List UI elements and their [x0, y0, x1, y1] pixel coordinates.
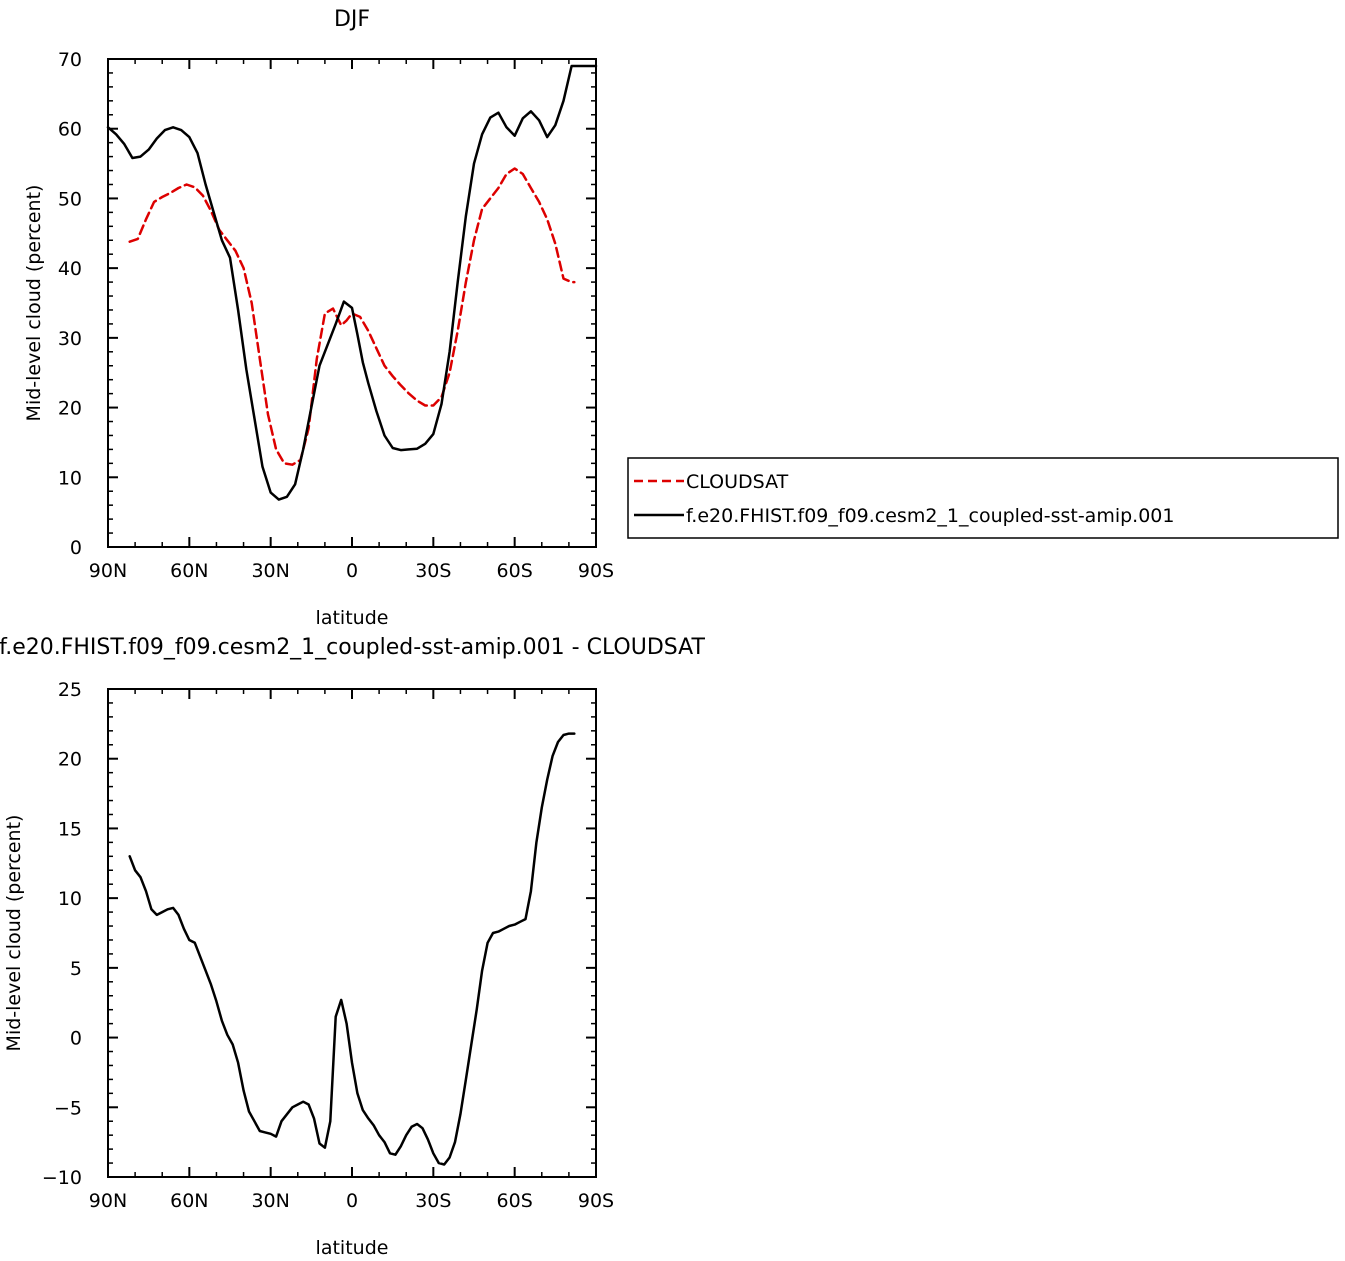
- y-tick-label: 10: [58, 467, 82, 489]
- x-tick-label: 90N: [89, 1190, 127, 1212]
- x-tick-label: 30S: [415, 1190, 451, 1212]
- x-tick-label: 0: [346, 1190, 358, 1212]
- x-tick-label: 60N: [170, 560, 208, 582]
- y-tick-label: 60: [58, 119, 82, 141]
- legend-cloudsat-label: CLOUDSAT: [686, 471, 789, 493]
- y-tick-label: 5: [70, 958, 82, 980]
- y-tick-label: 10: [58, 888, 82, 910]
- bottom-chart-ylabel: Mid-level cloud (percent): [3, 815, 25, 1052]
- bottom-chart-xlabel: latitude: [316, 1237, 389, 1259]
- x-tick-label: 30N: [251, 560, 289, 582]
- top-chart-plot-frame: [107, 58, 597, 548]
- x-tick-label: 90N: [89, 560, 127, 582]
- y-tick-label: 40: [58, 258, 82, 280]
- y-tick-label: 30: [58, 328, 82, 350]
- legend-box: [627, 457, 1339, 539]
- bottom-chart-ticks: 90N 60N 30N 0 30S 60S 90S −10 −5 0 5 10 15 20 25: [42, 679, 614, 1212]
- x-tick-label: 60S: [497, 560, 533, 582]
- top-chart-legend: CLOUDSAT f.e20.FHIST.f09_f09.cesm2_1_cou…: [627, 457, 1339, 539]
- bottom-chart-title: f.e20.FHIST.f09_f09.cesm2_1_coupled-sst-…: [0, 635, 705, 660]
- top-chart-panel: DJF Mid-level cloud (percent) latitude 9…: [23, 7, 614, 629]
- bottom-chart-panel: f.e20.FHIST.f09_f09.cesm2_1_coupled-sst-…: [0, 635, 705, 1259]
- bottom-chart-series: [128, 732, 576, 1166]
- y-tick-label: 20: [58, 398, 82, 420]
- y-tick-label: 0: [70, 537, 82, 559]
- bottom-chart-series-line-1: [128, 732, 576, 1166]
- top-chart-ylabel: Mid-level cloud (percent): [23, 185, 45, 422]
- x-tick-label: 90S: [578, 560, 614, 582]
- y-tick-label: −5: [54, 1097, 82, 1119]
- y-tick-label: 25: [58, 679, 82, 701]
- top-chart-xlabel: latitude: [316, 607, 389, 629]
- x-tick-label: 60N: [170, 1190, 208, 1212]
- top-chart-series-line-1: [128, 167, 576, 466]
- bottom-chart-plot-frame: [107, 688, 597, 1178]
- y-tick-label: 15: [58, 818, 82, 840]
- y-tick-label: 70: [58, 49, 82, 71]
- x-tick-label: 0: [346, 560, 358, 582]
- legend-model-label: f.e20.FHIST.f09_f09.cesm2_1_coupled-sst-…: [686, 505, 1174, 527]
- y-tick-label: −10: [42, 1167, 82, 1189]
- y-tick-label: 50: [58, 188, 82, 210]
- x-tick-label: 90S: [578, 1190, 614, 1212]
- y-tick-label: 20: [58, 749, 82, 771]
- x-tick-label: 30N: [251, 1190, 289, 1212]
- x-tick-label: 60S: [497, 1190, 533, 1212]
- y-tick-label: 0: [70, 1028, 82, 1050]
- top-chart-series: [106, 64, 598, 501]
- top-chart-title: DJF: [334, 7, 370, 32]
- x-tick-label: 30S: [415, 560, 451, 582]
- top-chart-series-line-2: [106, 64, 598, 501]
